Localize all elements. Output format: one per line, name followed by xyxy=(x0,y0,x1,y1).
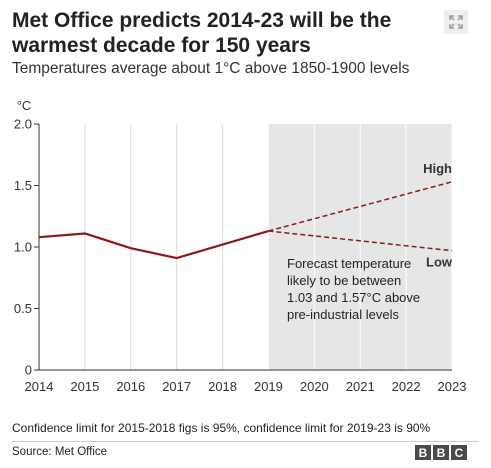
bbc-logo-letter: B xyxy=(433,445,449,460)
forecast-annotation-line: likely to be between xyxy=(287,273,401,288)
x-tick-label: 2017 xyxy=(162,379,191,394)
footer-divider xyxy=(12,441,479,442)
x-tick-label: 2022 xyxy=(392,379,421,394)
series-label-high: High xyxy=(423,161,452,176)
x-tick-label: 2020 xyxy=(300,379,329,394)
x-tick-label: 2016 xyxy=(116,379,145,394)
forecast-annotation-line: 1.03 and 1.57°C above xyxy=(287,290,420,305)
x-tick-label: 2014 xyxy=(25,379,54,394)
x-tick-label: 2018 xyxy=(208,379,237,394)
x-tick-label: 2021 xyxy=(346,379,375,394)
bbc-logo-letter: B xyxy=(415,445,431,460)
bbc-logo-letter: C xyxy=(451,445,467,460)
x-tick-label: 2023 xyxy=(438,379,467,394)
expand-button[interactable] xyxy=(444,10,468,34)
y-tick-label: 0 xyxy=(25,363,32,378)
chart-source: Source: Met Office xyxy=(12,446,108,458)
y-axis-label: °C xyxy=(17,98,32,113)
chart-title: Met Office predicts 2014-23 will be the … xyxy=(12,9,392,57)
bbc-logo: B B C xyxy=(415,445,467,460)
series-line-observed xyxy=(38,229,269,260)
series-label-low: Low xyxy=(426,255,453,270)
x-tick-label: 2019 xyxy=(254,379,283,394)
forecast-annotation-line: Forecast temperature xyxy=(287,256,411,271)
series-line-low xyxy=(268,230,453,252)
y-tick-label: 1.0 xyxy=(14,240,32,255)
y-tick-label: 0.5 xyxy=(14,301,32,316)
chart-footnote: Confidence limit for 2015-2018 figs is 9… xyxy=(12,421,431,435)
line-chart: 0 0.5 1.0 1.5 2.0 °C 2014 2015 2016 2017 2018 2019 2… xyxy=(14,98,467,394)
expand-icon xyxy=(449,15,463,29)
y-tick-label: 1.5 xyxy=(14,178,32,193)
chart-subtitle: Temperatures average about 1°C above 185… xyxy=(12,60,410,77)
x-tick-label: 2015 xyxy=(70,379,99,394)
y-tick-label: 2.0 xyxy=(14,117,32,132)
forecast-annotation-line: pre-industrial levels xyxy=(287,307,399,322)
